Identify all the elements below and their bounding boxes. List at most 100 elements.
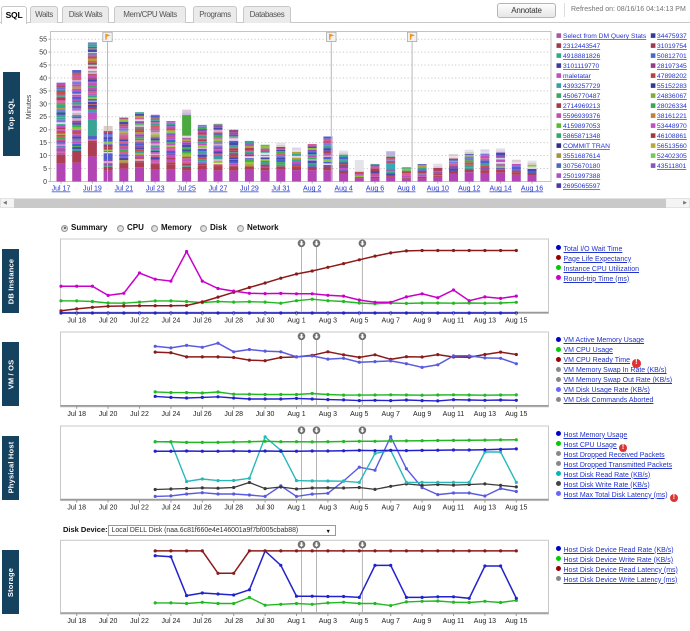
svg-text:Jul 24: Jul 24 <box>162 411 181 418</box>
svg-text:2501997388: 2501997388 <box>563 173 600 180</box>
svg-text:53448970: 53448970 <box>657 123 687 130</box>
svg-text:Jul 20: Jul 20 <box>99 618 118 625</box>
svg-text:Jul 30: Jul 30 <box>256 318 275 325</box>
svg-text:COMMIT TRAN: COMMIT TRAN <box>563 143 610 150</box>
svg-text:25: 25 <box>39 114 47 121</box>
svg-text:Aug 12: Aug 12 <box>458 186 480 193</box>
svg-text:5596939376: 5596939376 <box>563 113 600 120</box>
svg-text:Aug 1: Aug 1 <box>287 411 305 418</box>
svg-text:Aug 1: Aug 1 <box>287 618 305 625</box>
svg-text:56513560: 56513560 <box>657 143 687 150</box>
svg-text:Jul 28: Jul 28 <box>224 505 243 512</box>
svg-text:Jul 28: Jul 28 <box>224 618 243 625</box>
svg-text:Minutes: Minutes <box>26 94 33 119</box>
svg-text:Aug 5: Aug 5 <box>350 318 368 325</box>
svg-text:Aug 15: Aug 15 <box>505 618 527 625</box>
svg-text:Aug 5: Aug 5 <box>350 411 368 418</box>
svg-text:Aug 13: Aug 13 <box>474 318 496 325</box>
svg-text:Jul 20: Jul 20 <box>99 411 118 418</box>
svg-text:Jul 22: Jul 22 <box>130 318 149 325</box>
svg-text:34475937: 34475937 <box>657 33 687 40</box>
svg-text:Jul 18: Jul 18 <box>67 318 86 325</box>
svg-text:Aug 13: Aug 13 <box>474 505 496 512</box>
svg-text:Aug 11: Aug 11 <box>443 411 465 418</box>
svg-text:maletatar: maletatar <box>563 73 592 80</box>
svg-text:Jul 22: Jul 22 <box>130 411 149 418</box>
svg-text:55152283: 55152283 <box>657 83 687 90</box>
svg-text:28197345: 28197345 <box>657 63 687 70</box>
svg-text:Aug 9: Aug 9 <box>413 505 431 512</box>
svg-text:38161221: 38161221 <box>657 113 687 120</box>
svg-text:Aug 11: Aug 11 <box>443 505 465 512</box>
svg-text:52402305: 52402305 <box>657 153 687 160</box>
svg-text:2695065597: 2695065597 <box>563 183 600 190</box>
svg-text:50: 50 <box>39 50 47 57</box>
svg-text:28026334: 28026334 <box>657 103 687 110</box>
svg-text:Aug 9: Aug 9 <box>413 411 431 418</box>
svg-text:2312443547: 2312443547 <box>563 43 600 50</box>
svg-text:Jul 18: Jul 18 <box>67 505 86 512</box>
svg-text:Jul 29: Jul 29 <box>240 186 259 193</box>
svg-text:Aug 7: Aug 7 <box>382 505 400 512</box>
svg-text:3101119770: 3101119770 <box>563 63 599 70</box>
svg-text:Aug 5: Aug 5 <box>350 618 368 625</box>
svg-text:20: 20 <box>39 127 47 134</box>
svg-text:Aug 16: Aug 16 <box>521 186 543 193</box>
svg-text:30: 30 <box>39 101 47 108</box>
svg-text:Aug 9: Aug 9 <box>413 618 431 625</box>
svg-text:Aug 7: Aug 7 <box>382 411 400 418</box>
svg-text:Aug 6: Aug 6 <box>366 186 384 193</box>
svg-text:Jul 20: Jul 20 <box>99 505 118 512</box>
svg-text:Aug 15: Aug 15 <box>505 411 527 418</box>
svg-text:Jul 26: Jul 26 <box>193 618 212 625</box>
svg-text:Aug 2: Aug 2 <box>303 186 321 193</box>
svg-text:4393257729: 4393257729 <box>563 83 600 90</box>
svg-text:Jul 21: Jul 21 <box>114 186 133 193</box>
svg-text:Aug 3: Aug 3 <box>319 411 337 418</box>
svg-text:Jul 18: Jul 18 <box>67 411 86 418</box>
svg-text:3551687614: 3551687614 <box>563 153 600 160</box>
svg-text:Jul 31: Jul 31 <box>271 186 290 193</box>
svg-text:Jul 25: Jul 25 <box>177 186 196 193</box>
svg-text:Select from DM Query Stats: Select from DM Query Stats <box>563 33 647 40</box>
svg-text:Aug 14: Aug 14 <box>490 186 512 193</box>
svg-text:2714969213: 2714969213 <box>563 103 600 110</box>
svg-text:5: 5 <box>43 166 47 173</box>
svg-text:35: 35 <box>39 88 47 95</box>
svg-text:Aug 7: Aug 7 <box>382 318 400 325</box>
svg-text:Aug 4: Aug 4 <box>334 186 352 193</box>
svg-text:Aug 13: Aug 13 <box>474 618 496 625</box>
svg-text:50812701: 50812701 <box>657 53 687 60</box>
svg-text:Jul 26: Jul 26 <box>193 318 212 325</box>
svg-text:10: 10 <box>39 153 47 160</box>
svg-text:47898202: 47898202 <box>657 73 687 80</box>
svg-text:4918881826: 4918881826 <box>563 53 600 60</box>
svg-text:Aug 13: Aug 13 <box>474 411 496 418</box>
svg-text:Jul 30: Jul 30 <box>256 411 275 418</box>
svg-text:Jul 28: Jul 28 <box>224 318 243 325</box>
svg-text:Jul 24: Jul 24 <box>162 618 181 625</box>
svg-text:Jul 27: Jul 27 <box>209 186 228 193</box>
svg-text:3075670180: 3075670180 <box>563 163 600 170</box>
svg-text:Jul 28: Jul 28 <box>224 411 243 418</box>
svg-text:4159897053: 4159897053 <box>563 123 600 130</box>
svg-text:Aug 9: Aug 9 <box>413 318 431 325</box>
svg-text:Jul 20: Jul 20 <box>99 318 118 325</box>
svg-text:Aug 15: Aug 15 <box>505 318 527 325</box>
svg-text:Jul 24: Jul 24 <box>162 318 181 325</box>
svg-text:Jul 23: Jul 23 <box>146 186 165 193</box>
svg-text:Aug 8: Aug 8 <box>397 186 415 193</box>
svg-text:Jul 18: Jul 18 <box>67 618 86 625</box>
svg-text:Jul 24: Jul 24 <box>162 505 181 512</box>
svg-text:Jul 30: Jul 30 <box>256 618 275 625</box>
svg-text:Jul 19: Jul 19 <box>83 186 102 193</box>
svg-text:Jul 17: Jul 17 <box>52 186 71 193</box>
svg-text:15: 15 <box>39 140 47 147</box>
svg-text:43511801: 43511801 <box>657 163 687 170</box>
svg-text:Jul 26: Jul 26 <box>193 505 212 512</box>
svg-text:Jul 22: Jul 22 <box>130 618 149 625</box>
svg-text:40: 40 <box>39 76 47 83</box>
svg-text:5865871348: 5865871348 <box>563 133 600 140</box>
svg-text:Aug 11: Aug 11 <box>443 618 465 625</box>
svg-text:Aug 7: Aug 7 <box>382 618 400 625</box>
